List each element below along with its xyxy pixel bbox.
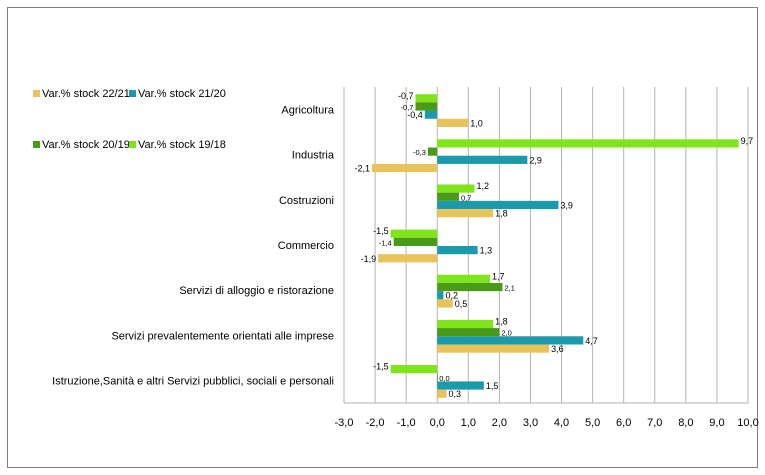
category-label: Servizi di alloggio e ristorazione [179, 285, 334, 297]
x-axis: -3,0 -2,0 -1,0 0,0 1,0 2,0 3,0 4,0 5,0 6,0 7,0 8,0 9… [335, 402, 759, 429]
bar [437, 344, 550, 353]
category-label: Agricoltura [281, 105, 334, 117]
data-label: 1,0 [470, 118, 483, 128]
legend-label: Var.% stock 22/21 [42, 88, 130, 100]
bar [437, 373, 438, 382]
bar [371, 163, 438, 173]
x-tick-label: 3,0 [523, 417, 538, 429]
bar [437, 336, 584, 345]
legend: Var.% stock 22/21 Var.% stock 21/20 Var.% … [33, 88, 226, 151]
bar [415, 94, 438, 103]
bar [390, 365, 438, 374]
data-label: 1,5 [486, 381, 499, 391]
category-label: Industria [292, 150, 335, 162]
data-label: -0,7 [398, 91, 414, 101]
legend-swatch [129, 90, 136, 97]
x-tick-label: 2,0 [492, 417, 507, 429]
bar [437, 328, 500, 337]
x-tick-label: 8,0 [678, 417, 693, 429]
x-tick-label: 5,0 [585, 417, 600, 429]
bar [437, 118, 469, 127]
x-tick-label: -1,0 [397, 417, 416, 429]
bar [378, 254, 438, 263]
data-label: -1,9 [361, 254, 377, 264]
bar [437, 155, 528, 164]
legend-swatch [33, 90, 40, 97]
data-label: 2,1 [504, 284, 514, 293]
bars [371, 94, 739, 398]
data-label: 0,2 [445, 291, 458, 301]
data-label: 1,3 [480, 246, 493, 256]
data-label: 3,6 [551, 344, 564, 354]
data-label: 0,5 [455, 299, 468, 309]
bar [427, 147, 438, 156]
data-label: 1,8 [495, 209, 508, 219]
bar [437, 139, 739, 148]
bar [437, 291, 444, 300]
legend-label: Var.% stock 19/18 [138, 139, 226, 151]
data-label: -1,5 [373, 226, 389, 236]
bar [437, 200, 559, 210]
data-label: 1,8 [495, 316, 508, 326]
chart-frame [7, 7, 758, 468]
category-labels: Agricoltura Industria Costruzioni Commercio… [52, 105, 335, 388]
bar [437, 192, 459, 201]
bar [437, 389, 447, 398]
bar [390, 229, 438, 238]
legend-label: Var.% stock 21/20 [138, 88, 226, 100]
x-tick-label: 0,0 [430, 417, 445, 429]
data-label: 3,9 [560, 200, 573, 210]
x-tick-label: 6,0 [616, 417, 631, 429]
bar [424, 110, 438, 119]
data-label: 0,0 [439, 374, 449, 383]
bar [437, 381, 484, 390]
data-label: -0,4 [407, 110, 423, 120]
data-label: -0,7 [401, 103, 414, 112]
category-label: Costruzioni [279, 195, 334, 207]
category-label: Istruzione,Sanità e altri Servizi pubbli… [52, 375, 334, 387]
x-tick-label: 4,0 [554, 417, 569, 429]
bar [437, 282, 503, 292]
data-labels: -0,7-0,7-0,41,09,7-0,32,9-2,11,20,73,91,… [354, 91, 753, 399]
data-label: -1,4 [379, 238, 392, 247]
x-tick-label: 10,0 [737, 417, 758, 429]
bar [437, 319, 494, 329]
data-label: 0,7 [461, 193, 471, 202]
data-label: 1,2 [477, 181, 490, 191]
x-tick-label: -2,0 [366, 417, 385, 429]
x-tick-label: 7,0 [647, 417, 662, 429]
legend-swatch [129, 141, 136, 148]
category-label: Commercio [278, 240, 334, 252]
bar [437, 184, 475, 193]
data-label: -1,5 [373, 362, 389, 372]
category-label: Servizi prevalentemente orientati alle i… [111, 330, 334, 342]
data-label: 4,7 [585, 336, 598, 346]
bar [437, 299, 453, 308]
bar [415, 102, 438, 111]
data-label: -2,1 [354, 164, 370, 174]
x-tick-label: -3,0 [335, 417, 354, 429]
data-label: 9,7 [741, 136, 754, 146]
data-label: -0,3 [413, 148, 426, 157]
x-tick-label: 1,0 [461, 417, 476, 429]
data-label: 2,9 [529, 155, 542, 165]
legend-swatch [33, 141, 40, 148]
bar [437, 246, 478, 255]
bar [393, 237, 438, 246]
data-label: 0,3 [449, 389, 462, 399]
legend-label: Var.% stock 20/19 [42, 139, 130, 151]
data-label: 1,7 [492, 271, 505, 281]
data-label: 2,0 [501, 329, 511, 338]
x-tick-label: 9,0 [709, 417, 724, 429]
bar [437, 274, 491, 283]
bar [437, 209, 494, 218]
